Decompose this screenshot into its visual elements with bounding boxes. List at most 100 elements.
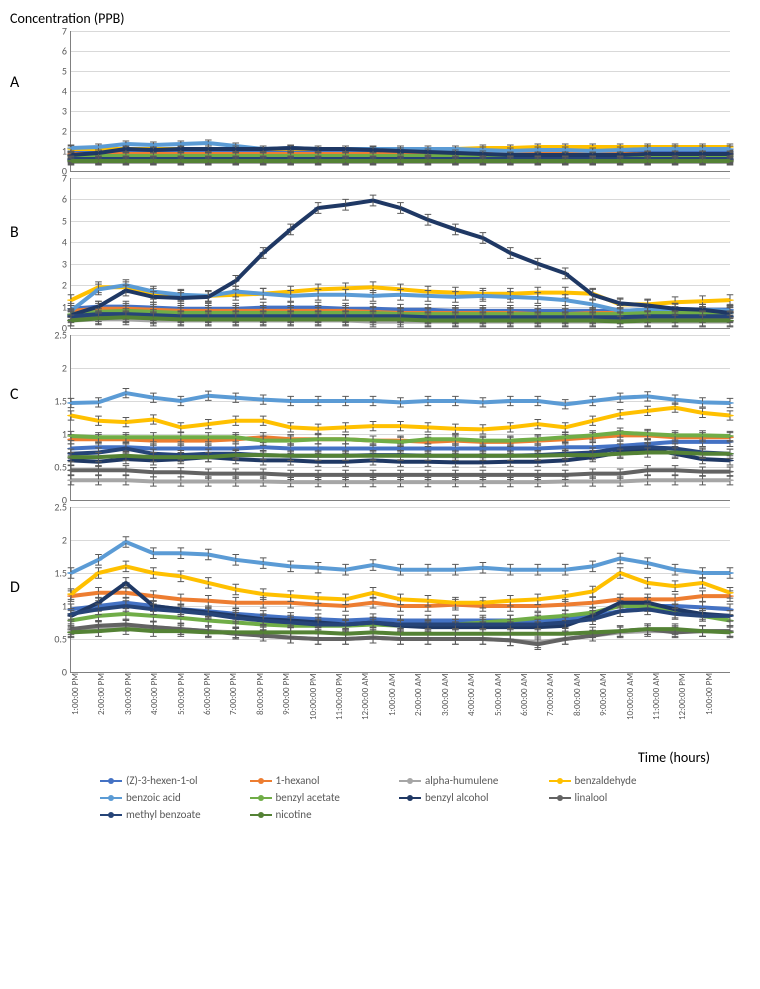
- y-tick-label: 0.5: [43, 633, 67, 646]
- series-marker: [506, 481, 514, 483]
- plot-area: 01234567: [70, 178, 730, 329]
- x-tick-label: 12:00:00 AM: [360, 673, 386, 743]
- series-marker: [699, 300, 707, 302]
- panel-label: A: [10, 73, 19, 92]
- series-marker: [616, 149, 624, 151]
- series-marker: [232, 436, 240, 438]
- series-marker: [342, 160, 350, 162]
- series-marker: [67, 299, 75, 301]
- series-marker: [397, 425, 405, 427]
- series-marker: [671, 160, 679, 162]
- legend-item: linalool: [549, 791, 691, 804]
- series-marker: [561, 426, 569, 428]
- series-marker: [534, 149, 542, 151]
- series-marker: [616, 321, 624, 323]
- y-tick-label: 5: [43, 214, 67, 227]
- series-marker: [95, 160, 103, 162]
- series-marker: [397, 207, 405, 209]
- series-marker: [397, 623, 405, 625]
- series-marker: [232, 617, 240, 619]
- series-marker: [699, 630, 707, 632]
- series-marker: [671, 407, 679, 409]
- series-marker: [424, 400, 432, 402]
- series-marker: [589, 590, 597, 592]
- series-marker: [232, 481, 240, 483]
- x-tick-label: 4:00:00 AM: [466, 673, 492, 743]
- series-marker: [479, 295, 487, 297]
- series-marker: [122, 421, 130, 423]
- series-marker: [644, 148, 652, 150]
- series-marker: [204, 456, 212, 458]
- series-marker: [95, 436, 103, 438]
- y-tick-label: 7: [43, 25, 67, 38]
- series-marker: [287, 319, 295, 321]
- series-marker: [451, 623, 459, 625]
- series-marker: [369, 474, 377, 476]
- series-marker: [479, 455, 487, 457]
- series-marker: [644, 433, 652, 435]
- series-marker: [671, 320, 679, 322]
- series-marker: [232, 160, 240, 162]
- series-marker: [204, 481, 212, 483]
- y-tick-label: 4: [43, 236, 67, 249]
- legend-label: (Z)-3-hexen-1-ol: [126, 774, 198, 787]
- series-marker: [699, 160, 707, 162]
- series-marker: [342, 438, 350, 440]
- series-marker: [644, 451, 652, 453]
- series-marker: [451, 461, 459, 463]
- series-marker: [287, 631, 295, 633]
- series-marker: [699, 153, 707, 155]
- series-marker: [397, 150, 405, 152]
- series-marker: [369, 448, 377, 450]
- series-marker: [534, 160, 542, 162]
- y-tick-label: 0: [43, 666, 67, 679]
- y-tick-label: 2: [43, 125, 67, 138]
- series-marker: [699, 320, 707, 322]
- series-marker: [506, 474, 514, 476]
- series-marker: [726, 572, 734, 574]
- series-marker: [699, 434, 707, 436]
- series-marker: [259, 420, 267, 422]
- series-marker: [204, 148, 212, 150]
- series-marker: [671, 585, 679, 587]
- series-marker: [314, 623, 322, 625]
- series-marker: [479, 461, 487, 463]
- series-marker: [534, 569, 542, 571]
- series-marker: [232, 454, 240, 456]
- plot-svg: [71, 335, 730, 500]
- series-marker: [259, 454, 267, 456]
- series-marker: [177, 426, 185, 428]
- series-marker: [259, 252, 267, 254]
- x-tick-label: 1:00:00 PM: [704, 673, 730, 743]
- series-marker: [95, 401, 103, 403]
- series-marker: [699, 582, 707, 584]
- series-marker: [616, 302, 624, 304]
- series-marker: [397, 569, 405, 571]
- series-marker: [561, 436, 569, 438]
- series-marker: [424, 600, 432, 602]
- series-marker: [561, 299, 569, 301]
- legend-swatch: [549, 780, 571, 782]
- series-marker: [95, 479, 103, 481]
- legend-item: (Z)-3-hexen-1-ol: [100, 774, 242, 787]
- series-marker: [287, 400, 295, 402]
- series-marker: [177, 456, 185, 458]
- series-marker: [424, 448, 432, 450]
- series-marker: [506, 426, 514, 428]
- y-tick-label: 7: [43, 172, 67, 185]
- series-marker: [204, 554, 212, 556]
- series-marker: [451, 296, 459, 298]
- series-marker: [342, 598, 350, 600]
- series-marker: [479, 474, 487, 476]
- series-marker: [369, 425, 377, 427]
- series-marker: [122, 455, 130, 457]
- y-tick-label: 1: [43, 600, 67, 613]
- series-marker: [122, 541, 130, 543]
- series-marker: [589, 400, 597, 402]
- series-marker: [726, 153, 734, 155]
- plot-area: 00.511.522.5: [70, 507, 730, 673]
- x-tick-label: 10:00:00 PM: [308, 673, 334, 743]
- series-marker: [506, 633, 514, 635]
- y-tick-label: 6: [43, 45, 67, 58]
- series-marker: [287, 565, 295, 567]
